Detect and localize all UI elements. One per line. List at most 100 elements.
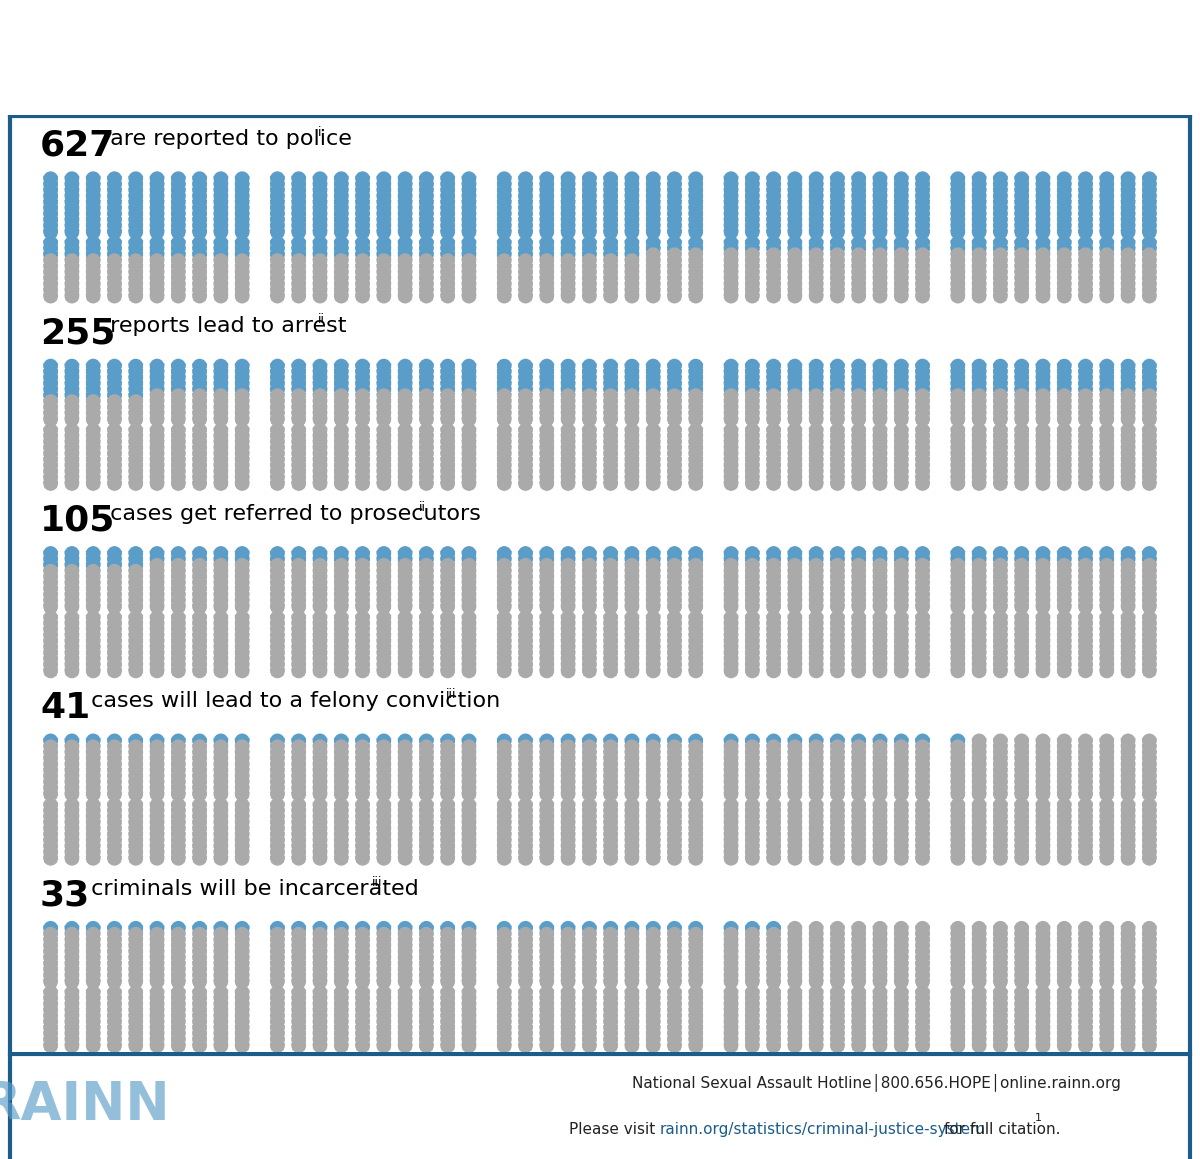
Polygon shape <box>462 439 475 446</box>
Polygon shape <box>420 206 433 212</box>
Text: 255: 255 <box>40 316 115 350</box>
Polygon shape <box>689 926 702 932</box>
Polygon shape <box>809 604 823 611</box>
Circle shape <box>788 927 802 941</box>
Circle shape <box>604 600 617 613</box>
Polygon shape <box>952 452 965 458</box>
Polygon shape <box>1100 644 1114 651</box>
Polygon shape <box>852 417 865 423</box>
Circle shape <box>972 407 985 420</box>
Circle shape <box>895 834 908 847</box>
Polygon shape <box>86 569 100 575</box>
Circle shape <box>562 219 575 233</box>
Circle shape <box>647 407 660 420</box>
Circle shape <box>215 933 228 947</box>
Polygon shape <box>398 1020 412 1026</box>
Polygon shape <box>377 293 391 300</box>
Circle shape <box>625 401 638 414</box>
Polygon shape <box>788 633 802 640</box>
Circle shape <box>215 816 228 830</box>
Polygon shape <box>1100 376 1114 381</box>
Polygon shape <box>128 194 143 201</box>
Circle shape <box>1122 834 1135 847</box>
Circle shape <box>518 658 532 671</box>
Circle shape <box>1122 453 1135 466</box>
Circle shape <box>562 658 575 671</box>
Polygon shape <box>725 575 738 581</box>
Circle shape <box>1015 846 1028 859</box>
Polygon shape <box>667 974 682 979</box>
Circle shape <box>518 384 532 396</box>
Circle shape <box>108 1040 121 1052</box>
Polygon shape <box>725 943 738 950</box>
Circle shape <box>150 564 163 578</box>
Circle shape <box>1037 278 1050 291</box>
Circle shape <box>745 196 758 209</box>
Circle shape <box>215 242 228 255</box>
Polygon shape <box>214 669 228 675</box>
Circle shape <box>108 401 121 414</box>
Polygon shape <box>725 481 738 488</box>
Polygon shape <box>994 1043 1007 1050</box>
Polygon shape <box>335 962 348 968</box>
Polygon shape <box>292 258 306 264</box>
Circle shape <box>65 184 78 197</box>
Polygon shape <box>916 809 929 815</box>
Circle shape <box>172 952 185 964</box>
Circle shape <box>335 576 348 590</box>
Polygon shape <box>108 475 121 482</box>
Polygon shape <box>994 557 1007 563</box>
Circle shape <box>44 787 58 801</box>
Polygon shape <box>604 551 618 557</box>
Polygon shape <box>994 974 1007 979</box>
Circle shape <box>874 254 887 268</box>
Polygon shape <box>313 786 326 793</box>
Polygon shape <box>725 276 738 283</box>
Circle shape <box>625 271 638 285</box>
Polygon shape <box>874 932 887 938</box>
Polygon shape <box>150 669 164 675</box>
Polygon shape <box>86 481 100 488</box>
Polygon shape <box>647 381 660 388</box>
Polygon shape <box>398 598 412 605</box>
Circle shape <box>972 236 985 249</box>
Polygon shape <box>420 264 433 270</box>
Circle shape <box>745 986 758 999</box>
Polygon shape <box>625 962 638 968</box>
Circle shape <box>952 413 965 427</box>
Circle shape <box>150 658 163 671</box>
Circle shape <box>767 810 780 824</box>
Circle shape <box>810 770 823 783</box>
Circle shape <box>235 635 248 648</box>
Circle shape <box>292 816 305 830</box>
Circle shape <box>108 1021 121 1035</box>
Circle shape <box>1057 595 1070 607</box>
Polygon shape <box>1057 955 1072 962</box>
Circle shape <box>972 664 985 678</box>
Circle shape <box>518 921 532 935</box>
Circle shape <box>562 946 575 958</box>
Circle shape <box>689 290 702 302</box>
Circle shape <box>994 752 1007 765</box>
Circle shape <box>852 547 865 560</box>
Circle shape <box>788 284 802 297</box>
Polygon shape <box>689 838 702 845</box>
Polygon shape <box>562 639 575 646</box>
Polygon shape <box>518 406 533 411</box>
Polygon shape <box>830 1001 845 1008</box>
Polygon shape <box>214 206 228 212</box>
Polygon shape <box>994 458 1007 464</box>
Circle shape <box>895 758 908 771</box>
Circle shape <box>498 946 511 958</box>
Polygon shape <box>916 194 929 201</box>
Polygon shape <box>994 780 1007 786</box>
Polygon shape <box>498 439 511 446</box>
Circle shape <box>215 371 228 385</box>
Polygon shape <box>335 557 348 563</box>
Polygon shape <box>874 258 887 264</box>
Polygon shape <box>440 639 455 646</box>
Polygon shape <box>65 399 79 406</box>
Circle shape <box>852 476 865 490</box>
Polygon shape <box>625 943 638 950</box>
Polygon shape <box>994 176 1007 183</box>
